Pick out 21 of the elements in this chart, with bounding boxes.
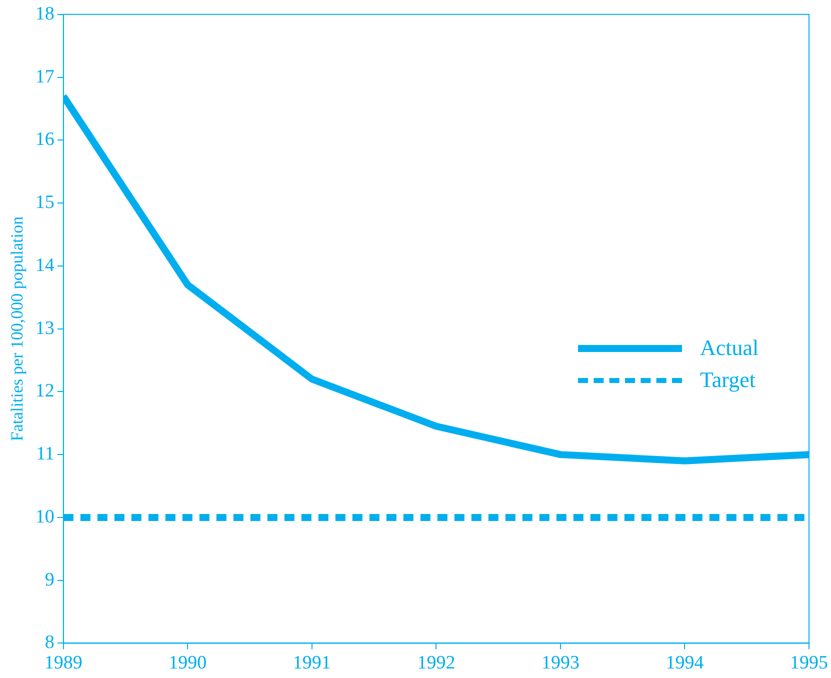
x-tick-label: 1993 xyxy=(541,652,580,674)
x-tick-label: 1995 xyxy=(790,652,828,674)
y-tick-label: 15 xyxy=(35,192,54,214)
y-axis-title: Fatalities per 100,000 population xyxy=(8,216,27,442)
x-tick-label: 1990 xyxy=(168,652,207,674)
y-tick-label: 12 xyxy=(35,380,54,402)
y-tick-label: 18 xyxy=(35,3,54,24)
x-tick-label: 1994 xyxy=(666,652,704,674)
x-tick-label: 1992 xyxy=(417,652,456,674)
y-tick-label: 11 xyxy=(36,444,54,465)
legend-label: Target xyxy=(700,367,756,393)
y-tick-label: 8 xyxy=(44,632,54,654)
y-tick-label: 17 xyxy=(35,66,54,88)
y-tick-label: 9 xyxy=(44,569,54,590)
y-tick-label: 13 xyxy=(35,318,54,339)
y-tick-label: 10 xyxy=(35,506,54,528)
y-tick-label: 14 xyxy=(35,254,55,276)
y-tick-label: 16 xyxy=(35,129,54,150)
x-tick-label: 1991 xyxy=(292,652,331,674)
x-tick-label: 1989 xyxy=(44,652,82,674)
legend-label: Actual xyxy=(700,335,759,361)
